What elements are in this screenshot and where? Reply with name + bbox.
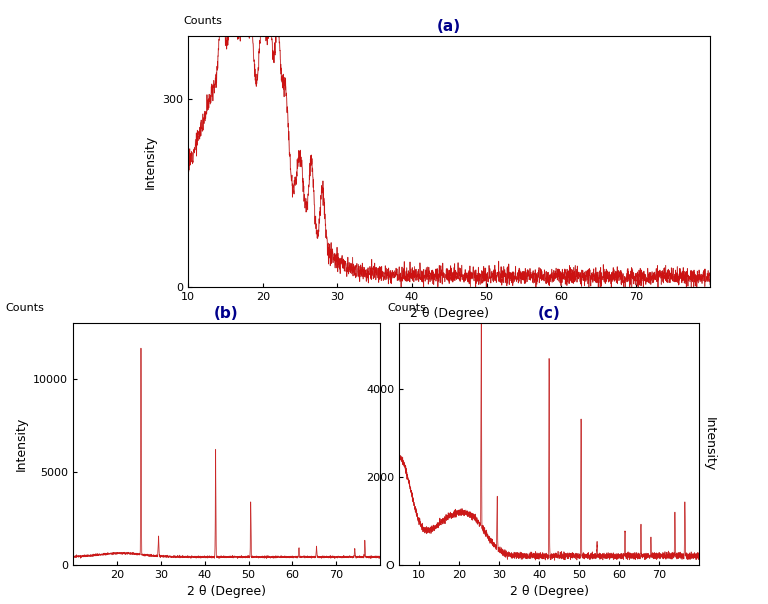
Y-axis label: Intensity: Intensity: [703, 417, 716, 471]
X-axis label: 2 θ (Degree): 2 θ (Degree): [187, 585, 266, 598]
Y-axis label: Intensity: Intensity: [144, 135, 157, 188]
Text: Counts: Counts: [5, 303, 45, 313]
Title: (a): (a): [437, 19, 462, 34]
Text: Counts: Counts: [387, 303, 426, 313]
Y-axis label: Intensity: Intensity: [15, 417, 28, 471]
Title: (b): (b): [214, 306, 239, 321]
X-axis label: 2 θ (Degree): 2 θ (Degree): [410, 307, 488, 320]
Title: (c): (c): [538, 306, 561, 321]
Text: Counts: Counts: [183, 16, 222, 26]
X-axis label: 2 θ (Degree): 2 θ (Degree): [510, 585, 588, 598]
